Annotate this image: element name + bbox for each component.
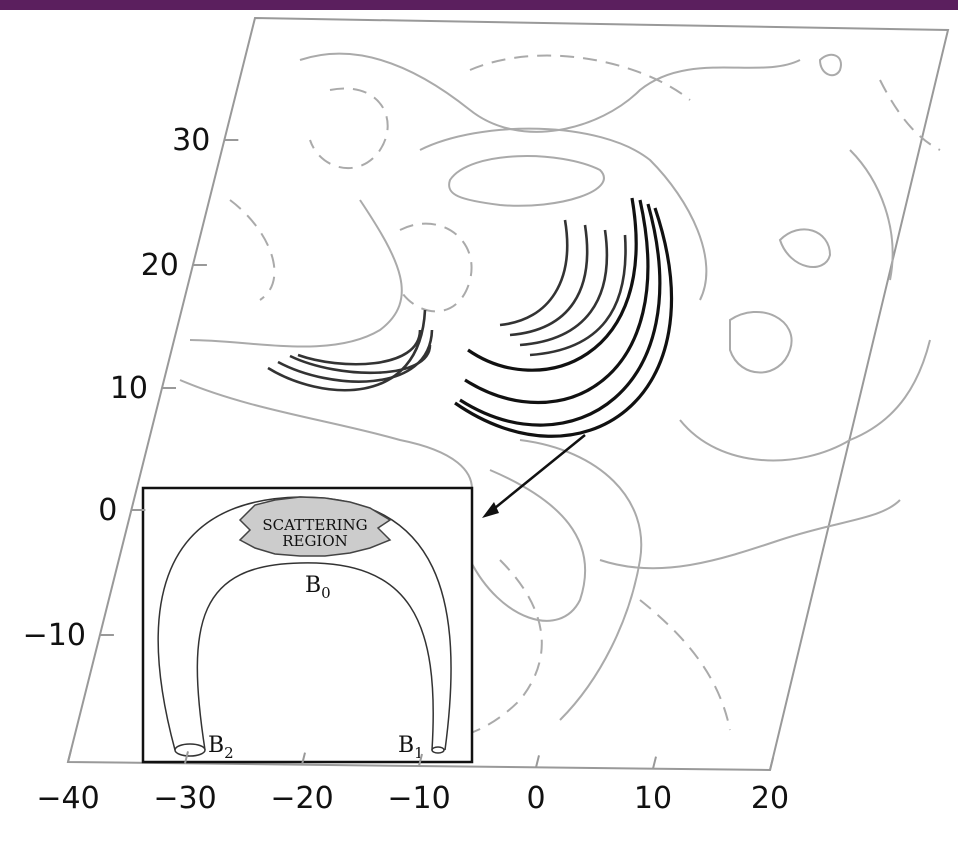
x-tick-label: 10 [634, 781, 672, 816]
x-tick [301, 752, 306, 765]
point-label: B1 [398, 733, 424, 762]
x-tick [769, 757, 774, 771]
x-tick-label: 0 [526, 781, 545, 816]
x-tick [184, 751, 189, 764]
point-label: B0 [305, 573, 331, 602]
arrow-head [482, 502, 499, 518]
pointer-arrow [489, 434, 586, 513]
y-tick-label: −10 [23, 618, 86, 653]
loops [267, 197, 674, 438]
inset: SCATTERING REGION B0 B1 B2 [141, 486, 474, 764]
contours [179, 52, 941, 741]
x-tick-label: −40 [36, 781, 99, 816]
x-tick-label: 20 [751, 781, 789, 816]
x-tick-label: −20 [270, 781, 333, 816]
x-tick [67, 749, 72, 763]
x-tick [418, 753, 423, 767]
x-tick [652, 756, 657, 769]
y-tick-label: 0 [98, 493, 117, 528]
y-tick-label: 10 [110, 371, 148, 406]
region-label: SCATTERING [262, 516, 367, 534]
x-tick [535, 755, 540, 768]
y-tick-label: 20 [141, 248, 179, 283]
y-tick-label: 30 [172, 123, 210, 158]
x-tick-label: −30 [153, 781, 216, 816]
region-label: REGION [282, 532, 348, 550]
x-tick-label: −10 [387, 781, 450, 816]
top-bar [0, 0, 958, 10]
point-label: B2 [208, 733, 234, 762]
axis-ticks: 30 20 10 0 −10 −40 −30 −20 −10 0 10 20 [23, 123, 789, 816]
